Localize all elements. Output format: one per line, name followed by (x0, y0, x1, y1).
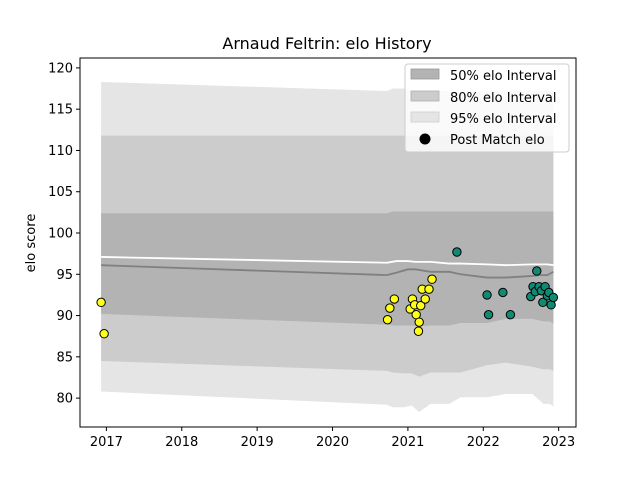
y-tick-label: 110 (48, 144, 73, 159)
post-match-point (96, 297, 106, 308)
y-tick-label: 95 (56, 268, 73, 283)
x-axis: 2017 2018 2019 2020 2021 2022 2023 (90, 427, 575, 450)
post-match-point (452, 247, 462, 257)
legend-box (404, 63, 570, 153)
x-tick-label: 2019 (241, 435, 274, 450)
post-match-point (532, 266, 542, 276)
y-tick-label: 100 (48, 227, 73, 242)
x-tick-label: 2017 (90, 435, 123, 450)
band-50-interval (101, 211, 554, 327)
legend-marker-post-match (419, 133, 431, 145)
x-tick-label: 2023 (542, 435, 575, 450)
post-match-point (389, 294, 400, 304)
post-match-point (505, 310, 516, 320)
legend-swatch-95 (410, 111, 440, 123)
legend-label-95: 95% elo Interval (450, 112, 557, 127)
pre-match-mean-line (101, 256, 554, 267)
post-match-point (99, 329, 109, 339)
y-tick-label: 80 (56, 392, 73, 407)
y-tick-label: 90 (56, 309, 73, 324)
post-match-point (548, 292, 559, 303)
x-tick-label: 2018 (165, 435, 198, 450)
y-axis: 80 85 90 95 100 105 110 115 120 (48, 61, 80, 407)
plot-area (96, 81, 559, 413)
post-match-point (413, 326, 424, 336)
y-tick-label: 120 (48, 61, 73, 76)
y-tick-label: 105 (48, 185, 73, 200)
post-match-point (427, 274, 437, 284)
post-match-point (414, 317, 424, 327)
post-match-point (538, 297, 548, 308)
x-tick-label: 2020 (316, 435, 349, 450)
y-axis-label: elo score (24, 214, 39, 273)
legend: 50% elo Interval 80% elo Interval 95% el… (404, 63, 570, 153)
post-match-point (385, 303, 395, 313)
plot-frame (79, 57, 577, 428)
y-tick-label: 115 (48, 103, 73, 118)
legend-swatch-80 (410, 90, 440, 102)
y-tick-label: 85 (56, 350, 73, 365)
post-match-point (416, 300, 426, 311)
post-match-point (420, 294, 430, 304)
x-tick-label: 2022 (467, 435, 500, 450)
legend-label-post-match: Post Match elo (450, 133, 545, 148)
post-match-point (483, 310, 494, 320)
post-match-point (482, 290, 492, 300)
legend-swatch-50 (410, 68, 440, 80)
legend-label-80: 80% elo Interval (450, 91, 557, 106)
x-tick-label: 2021 (391, 435, 424, 450)
post-match-point (498, 287, 508, 298)
post-match-point (424, 284, 434, 294)
chart-title: Arnaud Feltrin: elo History (222, 34, 431, 53)
legend-label-50: 50% elo Interval (450, 69, 557, 84)
post-match-point (382, 314, 393, 325)
